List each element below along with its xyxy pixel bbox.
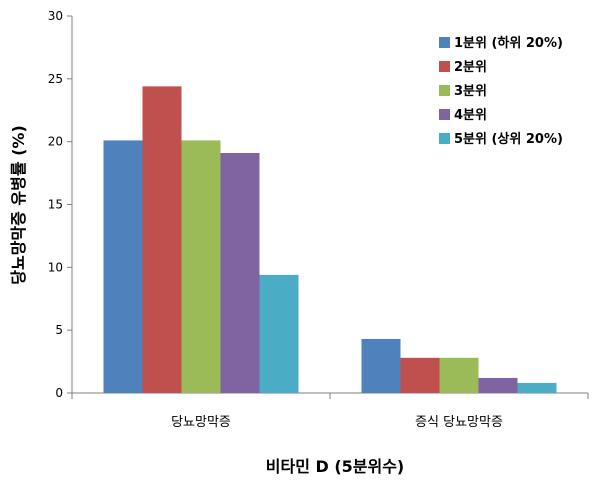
y-tick-label: 30 [48, 9, 63, 23]
bar [259, 274, 299, 393]
legend-label: 4분위 [454, 108, 487, 123]
y-tick-label: 5 [55, 323, 63, 337]
bar [103, 140, 143, 393]
y-tick-label: 0 [55, 386, 63, 400]
legend-swatch [439, 109, 450, 120]
legend-swatch [439, 37, 450, 48]
legend: 1분위 (하위 20%) 2분위 3분위 4분위 5분위 (상위 20%) [439, 35, 563, 147]
bar [517, 382, 557, 393]
legend-label: 2분위 [454, 60, 487, 75]
legend-swatch [439, 85, 450, 96]
category-labels: 당뇨망막증 증식 당뇨망막증 [171, 415, 503, 430]
legend-swatch [439, 133, 450, 144]
bar [181, 140, 221, 393]
legend-label: 5분위 (상위 20%) [454, 132, 563, 147]
category-label: 당뇨망막증 [171, 415, 231, 430]
y-tick-label: 15 [48, 198, 63, 212]
legend-swatch [439, 61, 450, 72]
y-tick-label: 20 [48, 135, 63, 149]
y-tick-label: 25 [48, 72, 63, 86]
bar [220, 152, 260, 393]
x-axis-title: 비타민 D (5분위수) [266, 457, 405, 476]
legend-label: 1분위 (하위 20%) [454, 35, 563, 51]
bar [478, 377, 518, 393]
y-tick-labels: 0 5 10 15 20 25 30 [48, 9, 63, 400]
y-tick-label: 10 [48, 260, 63, 274]
bar [439, 357, 479, 393]
bar [400, 357, 440, 393]
y-axis-title: 당뇨망막증 유병률 (%) [9, 125, 28, 285]
category-label: 증식 당뇨망막증 [415, 415, 503, 430]
legend-label: 3분위 [454, 84, 487, 99]
bar [142, 86, 182, 393]
bars [103, 86, 557, 393]
bar [361, 338, 401, 393]
